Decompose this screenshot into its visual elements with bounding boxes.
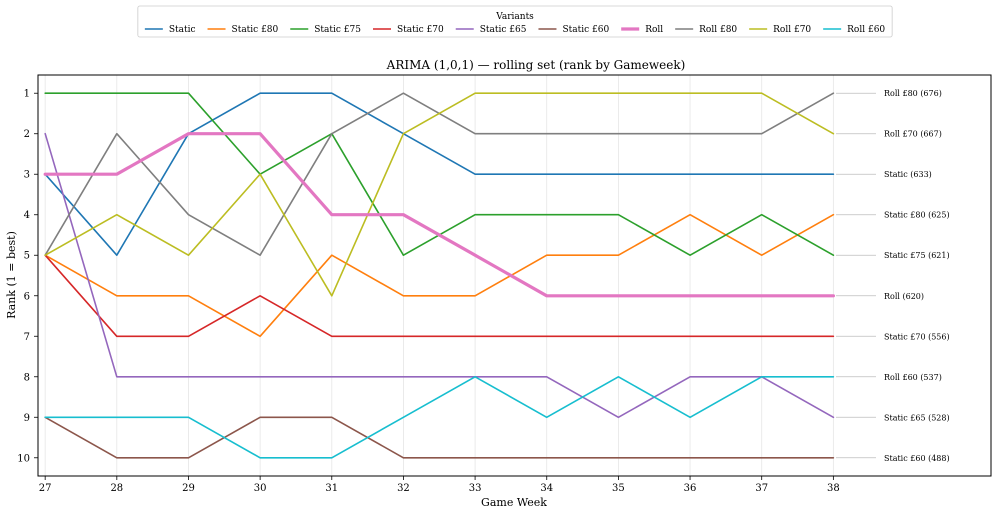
end-label: Static £65 (528) (884, 413, 950, 422)
x-tick-label: 30 (254, 483, 267, 494)
legend-item: Roll (621, 25, 663, 35)
legend: Variants Static Static £80 Static £75 Static… (137, 5, 893, 38)
x-tick-label: 29 (182, 483, 195, 494)
x-tick-label: 37 (755, 483, 768, 494)
legend-item: Static £80 (207, 25, 279, 35)
legend-label: Static £75 (314, 25, 361, 35)
chart-title: ARIMA (1,0,1) — rolling set (rank by Gam… (386, 58, 686, 72)
end-label: Static £80 (625) (884, 211, 950, 220)
x-tick-label: 33 (469, 483, 482, 494)
legend-item: Static £70 (373, 25, 444, 35)
series-line-roll (43, 132, 836, 298)
series-line-static-65 (44, 132, 835, 419)
legend-label: Static (169, 25, 196, 35)
legend-label: Roll £70 (773, 25, 811, 35)
end-label: Static £70 (556) (884, 332, 950, 341)
x-axis-label: Game Week (481, 496, 547, 509)
legend-item: Static £60 (538, 25, 609, 35)
y-tick-label: 2 (24, 129, 30, 140)
series-line-static-70 (44, 254, 835, 338)
y-tick-label: 3 (24, 170, 30, 181)
y-tick-label: 6 (24, 291, 30, 302)
legend-item: Roll £80 (675, 25, 737, 35)
x-tick-label: 35 (612, 483, 625, 494)
y-axis-ticks: 1 2 3 4 5 6 7 8 9 10 (17, 89, 38, 464)
y-tick-label: 9 (24, 413, 30, 424)
x-tick-label: 31 (325, 483, 338, 494)
end-labels: Roll £80 (676) Roll £70 (667) Static (633)… (836, 89, 950, 463)
legend-item: Roll £70 (749, 25, 811, 35)
series-lines (43, 92, 836, 459)
end-label: Roll (620) (884, 292, 924, 301)
end-label: Static £75 (621) (884, 251, 950, 260)
legend-label: Static £60 (562, 25, 609, 35)
x-axis-ticks: 27 28 29 30 31 32 33 34 35 36 37 38 (39, 476, 840, 494)
end-label: Roll £70 (667) (884, 130, 942, 139)
y-tick-label: 10 (17, 453, 30, 464)
legend-box (137, 5, 893, 38)
x-tick-label: 36 (684, 483, 697, 494)
legend-label: Static £65 (480, 25, 527, 35)
series-line-roll-70 (44, 92, 835, 297)
series-line-static (44, 92, 835, 256)
legend-label: Static £80 (232, 25, 279, 35)
legend-label: Roll (645, 25, 663, 35)
y-tick-label: 8 (24, 372, 30, 383)
legend-item: Static (144, 25, 196, 35)
legend-item: Roll £60 (823, 25, 885, 35)
x-tick-label: 34 (540, 483, 553, 494)
end-label: Roll £80 (676) (884, 89, 942, 98)
x-tick-label: 28 (110, 483, 123, 494)
plot-frame (37, 74, 992, 477)
legend-item: Static £65 (455, 25, 527, 35)
series-line-roll-60 (44, 375, 835, 459)
legend-label: Roll £80 (699, 25, 737, 35)
y-axis-label: Rank (1 = best) (5, 231, 18, 319)
y-tick-label: 7 (24, 332, 30, 343)
end-label: Static £60 (488) (884, 454, 950, 463)
x-tick-label: 32 (397, 483, 410, 494)
legend-title: Variants (495, 12, 534, 22)
end-label: Static (633) (884, 170, 932, 179)
grid (44, 75, 834, 476)
legend-label: Roll £60 (847, 25, 885, 35)
y-tick-label: 5 (24, 251, 30, 262)
x-tick-label: 27 (39, 483, 52, 494)
series-line-static-60 (44, 416, 835, 459)
end-label: Roll £60 (537) (884, 373, 942, 382)
series-line-static-80 (44, 213, 835, 338)
x-tick-label: 38 (827, 483, 840, 494)
plot-area: Roll £80 (676) Roll £70 (667) Static (633)… (17, 74, 992, 494)
legend-label: Static £70 (397, 25, 444, 35)
y-tick-label: 1 (24, 89, 30, 100)
y-tick-label: 4 (24, 210, 30, 221)
legend-item: Static £75 (290, 25, 361, 35)
